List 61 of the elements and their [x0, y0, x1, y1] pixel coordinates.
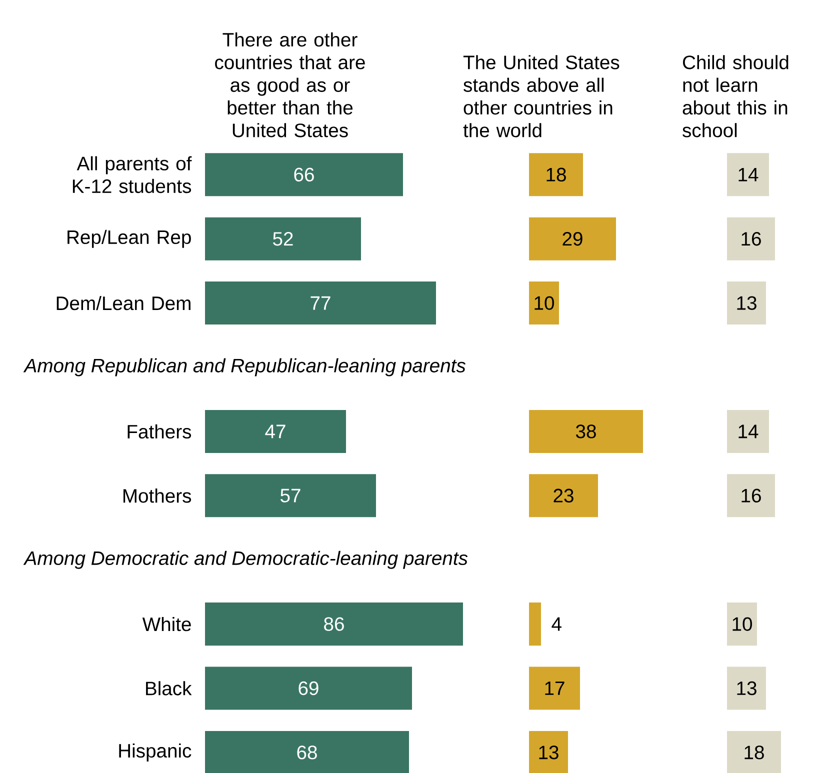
data-label: 16	[742, 488, 761, 502]
chart-title: The United States stands above all other countries in the world	[463, 55, 620, 138]
bar	[529, 410, 644, 453]
y-tick-label: Hispanic	[119, 743, 192, 762]
data-label: 18	[546, 168, 566, 182]
y-tick-label: Rep/Lean Rep	[68, 230, 191, 248]
bar	[727, 410, 770, 453]
data-label: 23	[554, 488, 574, 502]
data-label: 4	[552, 617, 562, 631]
bar	[529, 730, 568, 773]
bar	[727, 666, 766, 710]
bar	[727, 474, 776, 518]
bar	[529, 282, 560, 325]
data-label: 14	[738, 168, 758, 182]
bar	[205, 602, 463, 646]
data-label: 68	[297, 746, 317, 760]
bar	[529, 153, 584, 196]
bar	[205, 410, 346, 453]
data-label: 18	[744, 746, 764, 760]
chart-title: There are other countries that are as good as or better than the United States	[215, 32, 365, 138]
y-tick-label: White	[142, 616, 191, 632]
data-label: 13	[737, 681, 756, 696]
y-tick-label: Among Republican and Republican-leaning parents	[23, 358, 466, 376]
data-label: 29	[562, 232, 582, 246]
data-label: 69	[298, 681, 318, 696]
bar	[205, 282, 436, 325]
y-tick-label: Mothers	[123, 488, 192, 503]
data-label: 13	[737, 296, 756, 310]
bar	[205, 730, 410, 773]
bar	[727, 282, 766, 325]
y-tick-label: Among Democratic and Democratic-leaning parents	[23, 550, 468, 569]
bar	[529, 474, 598, 518]
bar	[727, 153, 770, 196]
data-label: 77	[310, 296, 330, 310]
data-label: 16	[742, 232, 761, 246]
data-label: 66	[294, 168, 314, 182]
data-label: 57	[280, 488, 300, 502]
data-label: 86	[324, 617, 344, 631]
data-label: 10	[732, 617, 752, 631]
y-tick-label: Fathers	[128, 424, 192, 439]
data-label: 52	[273, 232, 293, 246]
chart-title: Child should not learn about this in school	[682, 55, 788, 138]
data-label: 47	[265, 424, 286, 438]
bar	[529, 666, 580, 710]
bar	[205, 474, 376, 518]
bar	[727, 602, 758, 646]
data-label: 17	[545, 682, 564, 695]
y-tick-label: All parents of K-12 students	[72, 156, 192, 194]
y-tick-label: Dem/Lean Dem	[56, 296, 190, 310]
data-label: 38	[576, 424, 596, 438]
bar	[205, 217, 361, 260]
data-label: 13	[539, 746, 558, 760]
data-label: 14	[738, 424, 758, 438]
bar	[529, 602, 542, 646]
data-label: 10	[534, 296, 554, 310]
bar	[529, 217, 616, 260]
bar	[727, 217, 776, 260]
bar	[727, 730, 782, 773]
bar	[205, 153, 403, 196]
y-tick-label: Black	[146, 681, 192, 696]
bar	[205, 666, 412, 710]
